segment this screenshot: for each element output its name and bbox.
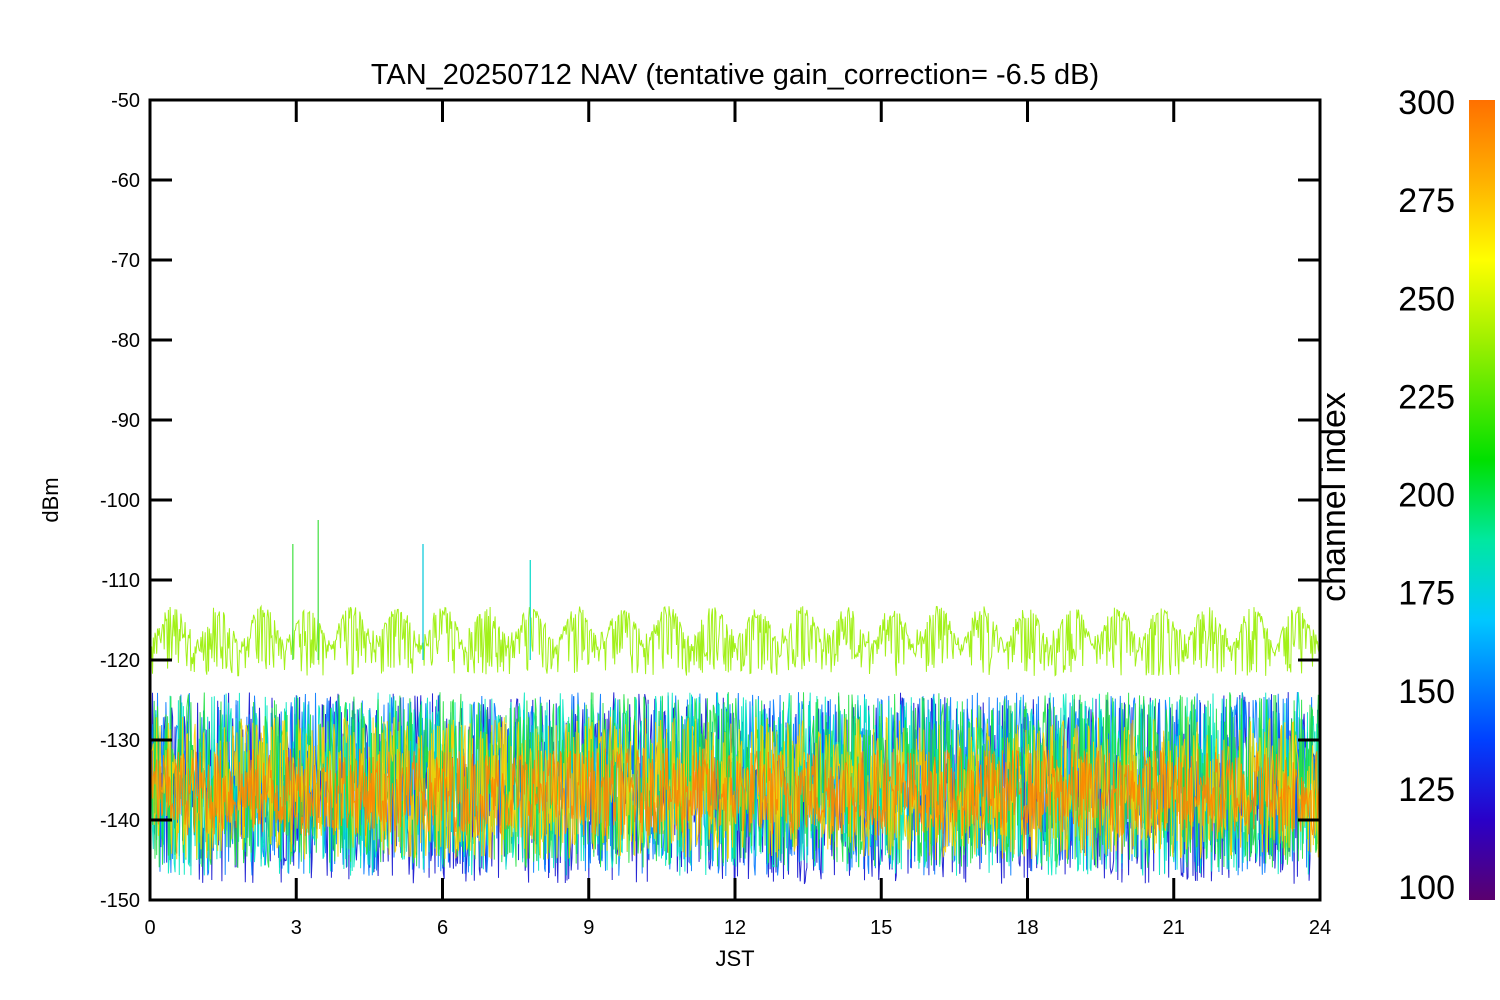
colorbar-tick-label: 275 [1398,182,1455,220]
y-axis: -50 -60 -70 -80 -90 -100 -110 -120 -130 -140 -150 [100,90,1320,912]
y-tick-label: -90 [111,410,140,432]
y-tick-label: -130 [100,730,140,752]
y-tick-label: -120 [100,650,140,672]
y-tick-label: -100 [100,490,140,512]
colorbar-tick-label: 125 [1398,771,1455,809]
colorbar-ticks: 300 275 250 225 200 175 150 125 100 [1398,84,1455,907]
colorbar-tick-label: 300 [1398,84,1455,122]
y-tick-label: -50 [111,90,140,112]
x-axis-title: JST [715,946,754,971]
y-tick-label: -60 [111,170,140,192]
y-axis-title: dBm [38,477,63,522]
colorbar-title: channel index [1315,392,1353,602]
plot-area [150,520,1320,885]
colorbar-tick-label: 100 [1398,869,1455,907]
x-tick-label: 12 [724,917,746,939]
series-line-channel-250 [150,604,1320,677]
series-line-channel-280 [150,746,1320,836]
y-tick-label: -80 [111,330,140,352]
colorbar-tick-label: 175 [1398,575,1455,613]
x-tick-label: 21 [1163,917,1185,939]
y-tick-label: -110 [101,570,140,592]
colorbar-tick-label: 250 [1398,280,1455,318]
y-tick-label: -140 [100,810,140,832]
y-tick-label: -150 [100,890,140,912]
x-tick-label: 0 [144,917,155,939]
x-axis: 0 3 6 9 12 15 18 21 24 [144,100,1331,939]
x-tick-label: 18 [1016,917,1038,939]
colorbar [1469,100,1495,900]
x-tick-label: 6 [437,917,448,939]
x-tick-label: 24 [1309,917,1331,939]
chart-title: TAN_20250712 NAV (tentative gain_correct… [371,59,1099,91]
colorbar-tick-label: 200 [1398,477,1455,515]
colorbar-tick-label: 225 [1398,378,1455,416]
colorbar-tick-label: 150 [1398,673,1455,711]
y-tick-label: -70 [111,250,140,272]
x-tick-label: 3 [291,917,302,939]
x-tick-label: 15 [870,917,892,939]
x-tick-label: 9 [583,917,594,939]
